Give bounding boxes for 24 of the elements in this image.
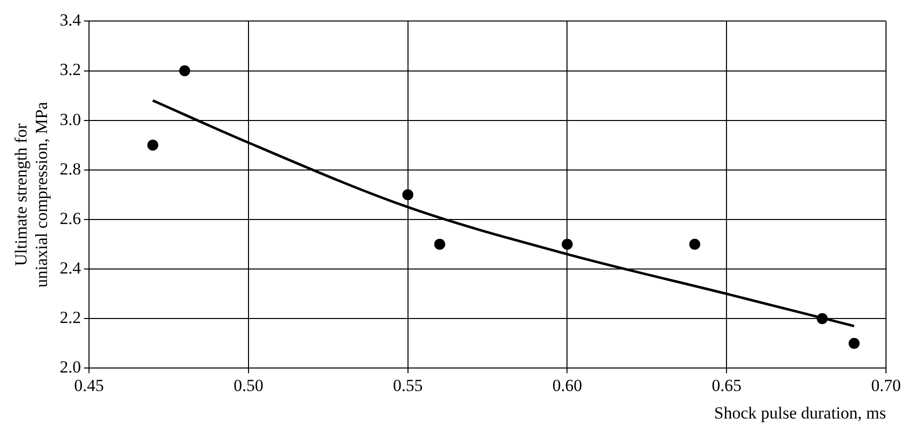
point xyxy=(689,238,700,250)
y-tick-label: 2.0 xyxy=(60,358,82,377)
y-tick-label: 2.8 xyxy=(60,159,82,178)
point xyxy=(147,140,158,151)
x-tick-label: 0.50 xyxy=(234,376,264,395)
y-tick-label: 3.4 xyxy=(60,10,82,30)
point xyxy=(816,313,828,324)
x-axis-title: Shock pulse duration, ms xyxy=(714,403,886,422)
y-tick-label: 3.2 xyxy=(60,60,82,80)
point xyxy=(562,238,573,250)
x-tick-label: 0.65 xyxy=(712,376,742,395)
y-tick-label: 2.2 xyxy=(60,308,82,328)
x-tick-label: 0.70 xyxy=(871,376,901,395)
y-tick-label: 3.0 xyxy=(60,110,82,129)
y-tick-label: 2.6 xyxy=(60,208,82,228)
x-tick-label: 0.60 xyxy=(552,376,582,395)
point xyxy=(402,189,414,200)
point xyxy=(179,65,190,76)
y-axis-title: Ultimate strength for uniaxial compression, MPa xyxy=(12,101,52,288)
point xyxy=(434,238,446,250)
point xyxy=(848,338,860,349)
x-tick-label: 0.55 xyxy=(392,376,423,395)
y-tick-label: 2.4 xyxy=(60,258,82,278)
x-tick-label: 0.45 xyxy=(74,376,104,395)
